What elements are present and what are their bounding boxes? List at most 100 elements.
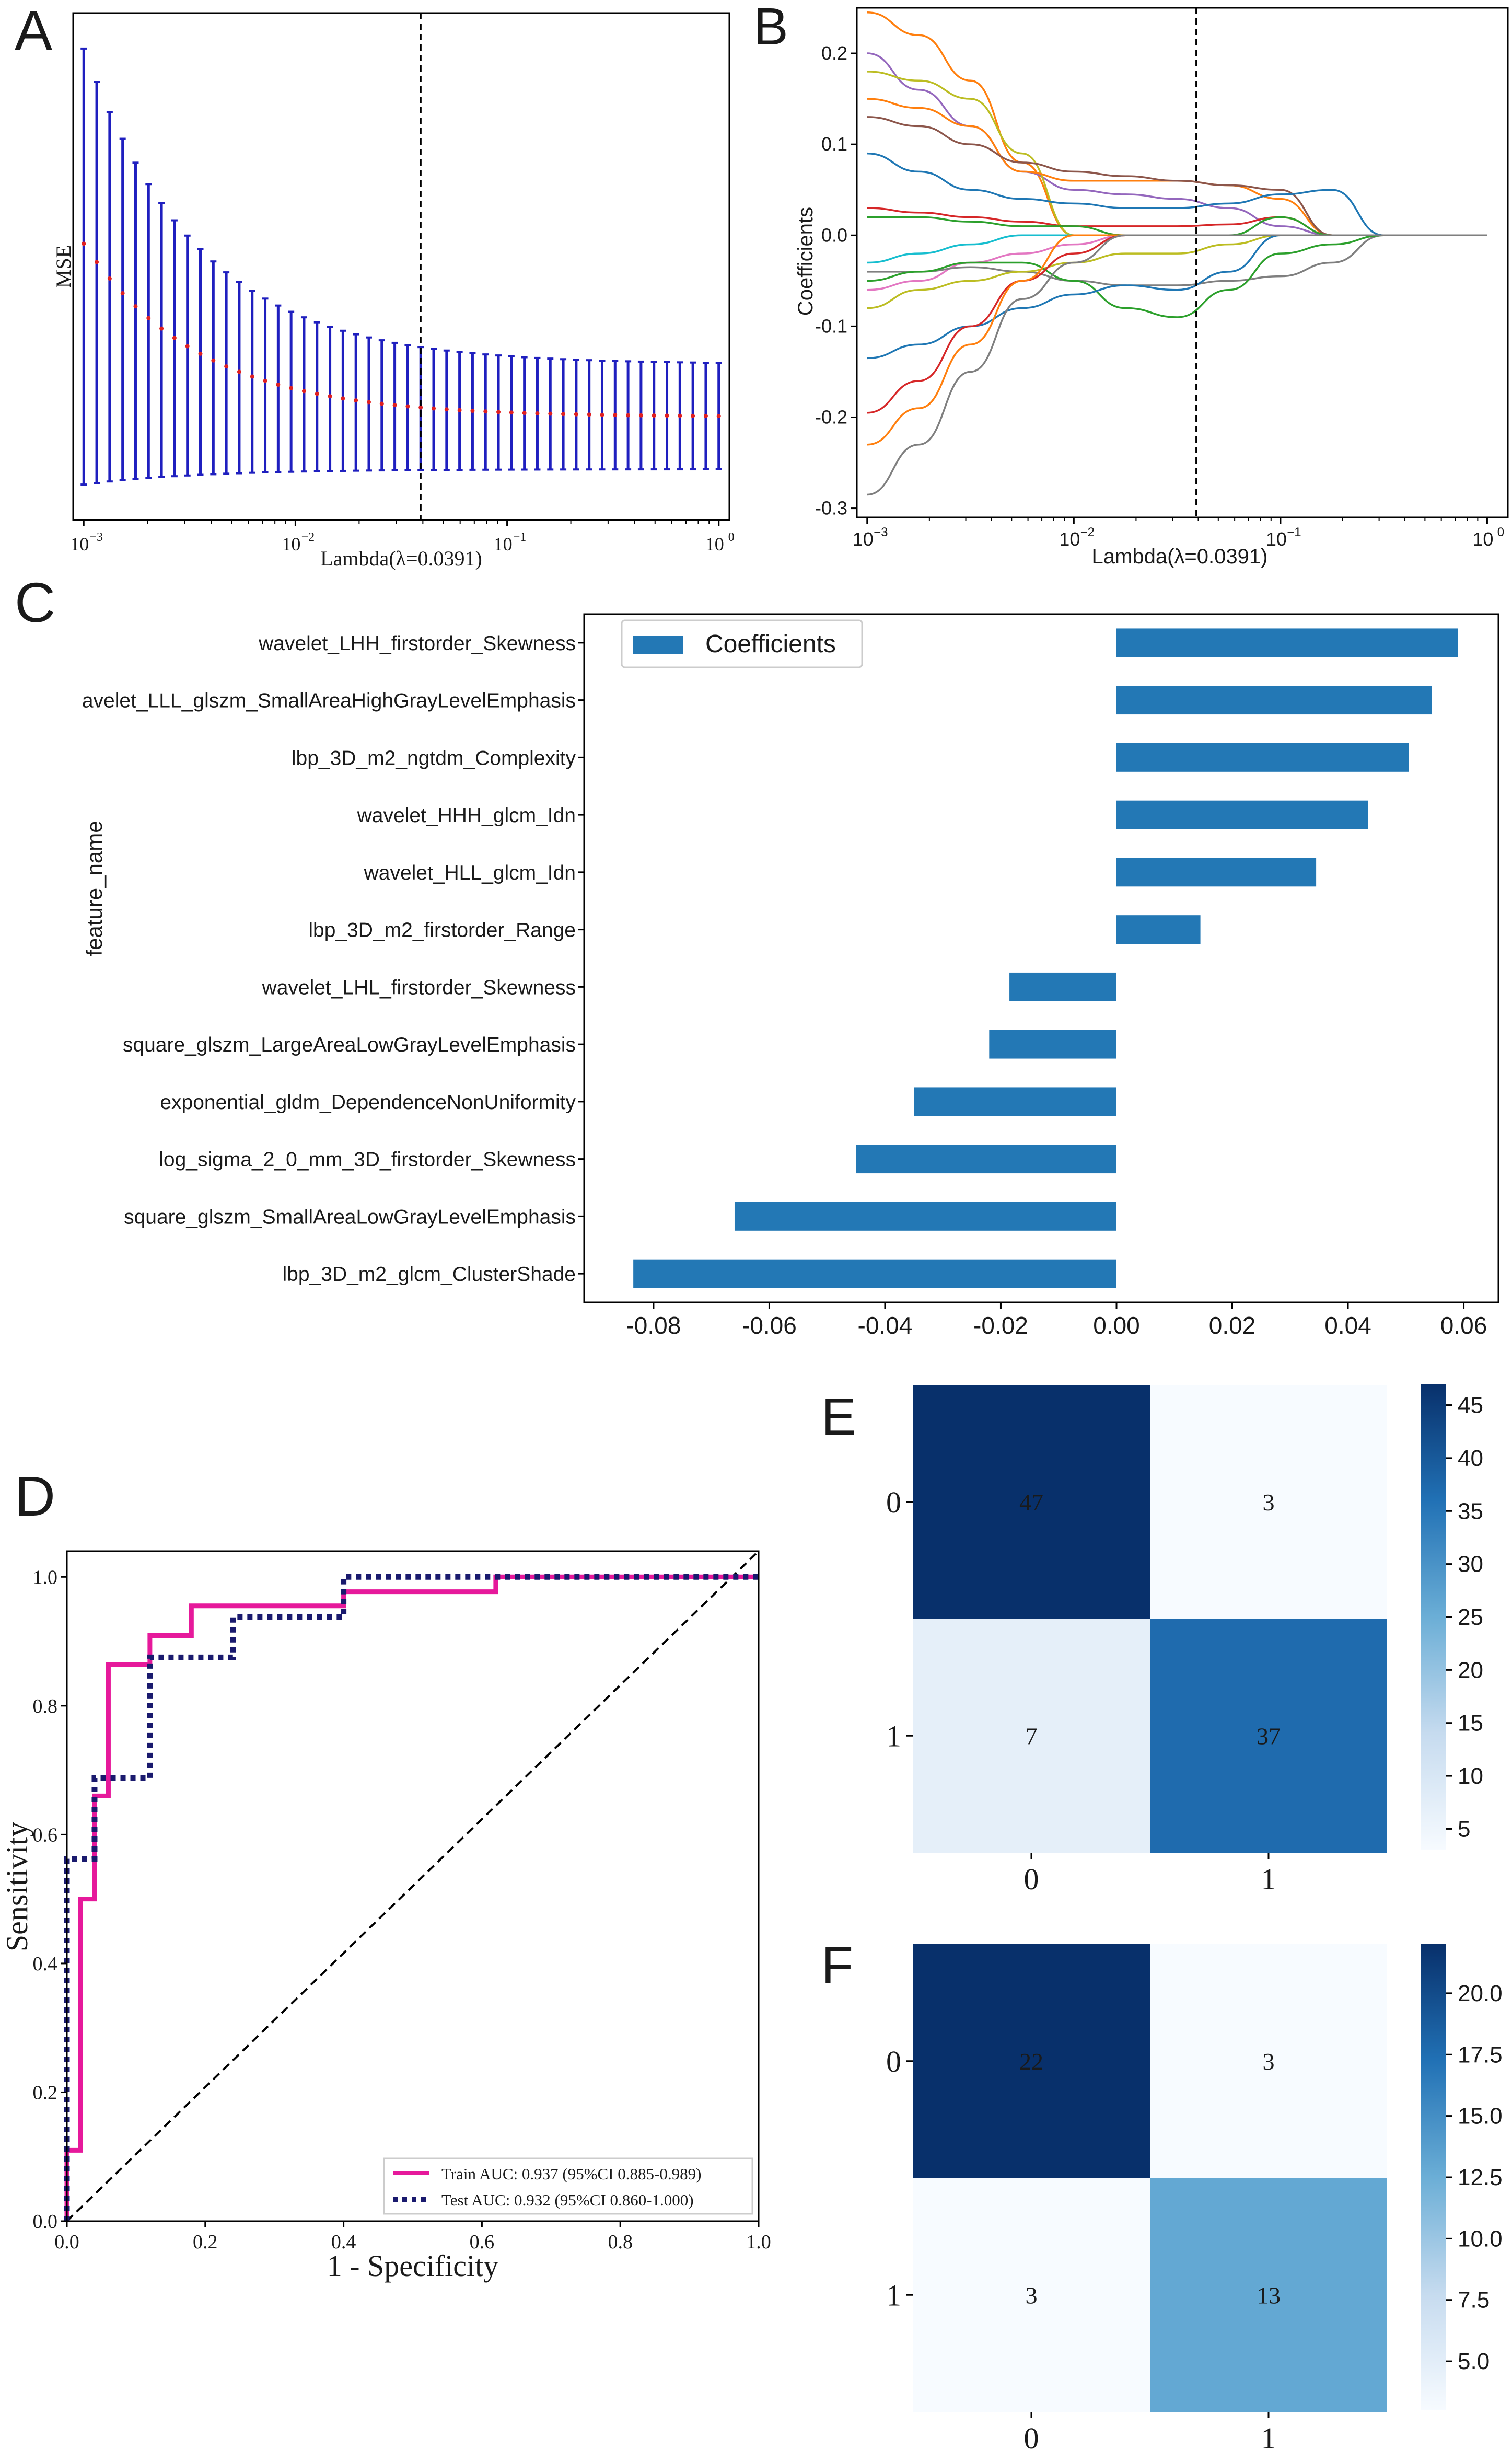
a-mean-point <box>716 414 721 419</box>
d-yticks: 0.0 0.2 0.4 0.6 0.8 1.0 <box>33 1566 67 2233</box>
f-cell <box>913 2178 1150 2412</box>
f-colorbar-label: 15.0 <box>1458 2104 1503 2129</box>
b-xtick-label: 10 <box>1059 528 1080 550</box>
c-category-label: lbp_3D_m2_firstorder_Range <box>308 919 576 942</box>
f-row-label: 0 <box>886 2044 901 2078</box>
e-cell <box>1150 1619 1387 1853</box>
d-ytick-label: 0.0 <box>33 2211 58 2233</box>
d-xtick-label: 0.0 <box>54 2231 79 2253</box>
b-ylabel: Coefficients <box>794 207 817 316</box>
c-xticks: -0.08 -0.06 -0.04 -0.02 0.00 0.02 0.04 0.06 <box>626 1302 1487 1339</box>
a-mean-point <box>146 316 151 320</box>
e-cell <box>913 1385 1150 1619</box>
a-errorbars <box>80 47 722 486</box>
f-cell-value: 3 <box>1263 2048 1275 2075</box>
a-xlabel: Lambda(λ=0.0391) <box>320 547 482 570</box>
a-mean-point <box>522 411 527 415</box>
a-mean-point <box>703 413 708 418</box>
c-xtick-label: 0.00 <box>1093 1312 1140 1339</box>
c-bar <box>1009 972 1116 1001</box>
e-colorbar-label: 25 <box>1458 1604 1483 1630</box>
a-mean-point <box>133 304 138 309</box>
a-mean-point <box>354 398 358 403</box>
b-coefficient-path <box>867 152 1487 237</box>
a-xtick-label: 10 <box>494 534 513 555</box>
d-ytick-label: 0.6 <box>33 1824 58 1846</box>
e-row-labels: 01 <box>886 1485 913 1753</box>
b-yticks: 0.2 0.1 0.0 -0.1 -0.2 -0.3 <box>815 42 857 519</box>
d-ytick-label: 0.2 <box>33 2082 58 2104</box>
b-xticks: 10 −3 10 −2 10 −1 10 0 <box>853 517 1504 550</box>
c-xtick-label: -0.04 <box>858 1312 913 1339</box>
a-mean-point <box>185 344 190 349</box>
a-mean-point <box>444 407 449 412</box>
c-category-label: wavelet_LHH_firstorder_Skewness <box>258 632 576 655</box>
a-mean-point <box>392 403 397 408</box>
c-category-label: lbp_3D_m2_ngtdm_Complexity <box>292 747 576 769</box>
c-category-label: exponential_gldm_DependenceNonUniformity <box>160 1091 576 1114</box>
c-legend: Coefficients <box>621 619 863 668</box>
f-cell <box>1150 2178 1387 2412</box>
e-colorbar-label: 45 <box>1458 1393 1483 1418</box>
d-legend-box <box>383 2157 753 2215</box>
c-category-label: avelet_LLL_glszm_SmallAreaHighGrayLevelE… <box>82 690 576 712</box>
a-mean-point <box>224 364 229 369</box>
a-mean-point <box>418 405 423 410</box>
a-axes-frame <box>72 12 730 521</box>
a-mean-point <box>665 413 669 418</box>
e-colorbar <box>1421 1384 1446 1850</box>
b-ytick-label: 0.0 <box>821 224 847 246</box>
f-col-label: 1 <box>1261 2421 1276 2449</box>
d-chance-diagonal <box>66 1550 760 2222</box>
e-cell-value: 47 <box>1019 1489 1043 1516</box>
d-xticks: 0.0 0.2 0.4 0.6 0.8 1.0 <box>54 2221 771 2253</box>
a-mean-point <box>561 412 566 417</box>
a-mean-point <box>638 413 643 418</box>
c-category-label: square_glszm_SmallAreaLowGrayLevelEmphas… <box>124 1206 576 1228</box>
f-cells: 22 3 3 13 <box>913 1944 1387 2412</box>
e-col-label: 0 <box>1024 1862 1039 1896</box>
a-mean-point <box>107 276 112 281</box>
c-bar <box>1116 800 1368 829</box>
f-cell <box>1150 1944 1387 2178</box>
a-xtick-exponent: −2 <box>301 530 315 544</box>
a-xtick-exponent: 0 <box>728 530 735 544</box>
f-colorbar-ticks: 20.0 17.5 15.0 12.5 10.0 7.5 5.0 <box>1446 1981 1503 2374</box>
a-mean-point <box>509 410 514 415</box>
d-xlabel: 1 - Specificity <box>327 2249 499 2283</box>
c-category-labels: wavelet_LHH_firstorder_Skewness avelet_LL… <box>82 632 584 1286</box>
c-bar <box>989 1030 1116 1059</box>
c-category-label: lbp_3D_m2_glcm_ClusterShade <box>283 1263 576 1286</box>
f-colorbar-label: 17.5 <box>1458 2042 1503 2067</box>
d-xtick-label: 1.0 <box>746 2231 771 2253</box>
c-legend-label: Coefficients <box>705 630 836 658</box>
a-mean-point <box>652 413 656 418</box>
b-ytick-label: -0.2 <box>815 406 847 428</box>
c-xtick-label: 0.04 <box>1324 1312 1371 1339</box>
a-mean-point <box>159 326 164 331</box>
a-mean-point <box>198 351 203 356</box>
b-axes-frame <box>856 7 1509 518</box>
c-bar <box>856 1145 1116 1174</box>
a-mean-point <box>379 401 384 406</box>
d-xtick-label: 0.8 <box>608 2231 633 2253</box>
b-ytick-label: 0.2 <box>821 42 847 64</box>
e-cell-value: 7 <box>1026 1723 1038 1749</box>
a-xticks: 10 −3 10 −2 10 −1 10 0 <box>70 520 735 555</box>
b-ytick-label: -0.1 <box>815 315 847 337</box>
f-cell <box>913 1944 1150 2178</box>
d-ytick-label: 1.0 <box>33 1566 58 1588</box>
d-xtick-label: 0.6 <box>470 2231 495 2253</box>
e-colorbar-label: 5 <box>1458 1816 1470 1842</box>
d-legend-train-label: Train AUC: 0.937 (95%CI 0.885-0.989) <box>441 2165 701 2183</box>
a-mean-point <box>600 412 604 417</box>
b-xtick-label: 10 <box>853 528 874 550</box>
c-bar <box>734 1202 1116 1231</box>
f-colorbar-label: 10.0 <box>1458 2226 1503 2251</box>
f-col-label: 0 <box>1024 2421 1039 2449</box>
